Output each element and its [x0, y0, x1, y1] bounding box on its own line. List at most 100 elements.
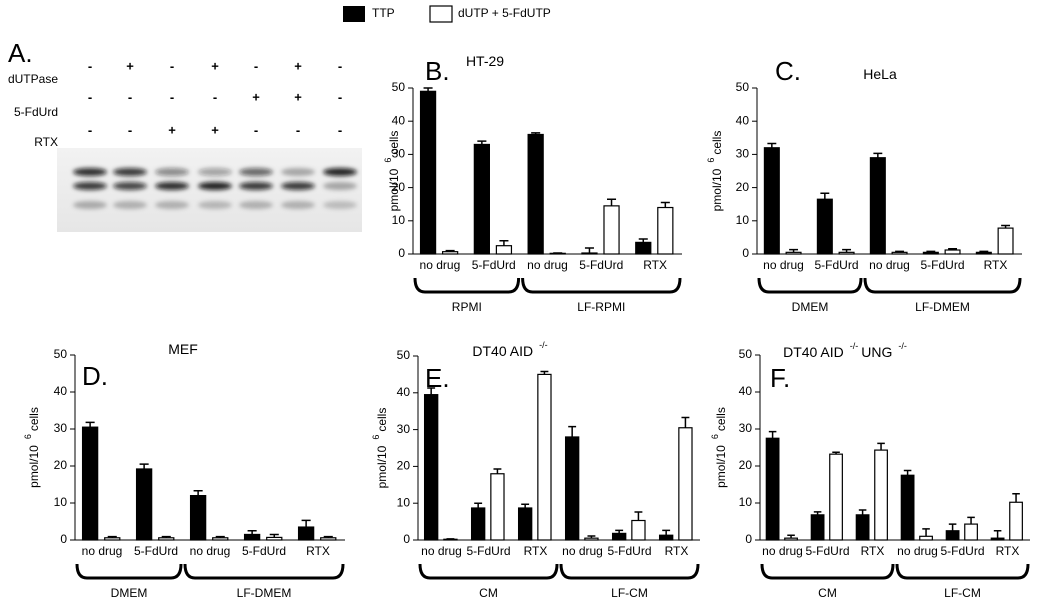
x-tick-label: no drug — [762, 544, 803, 558]
sign: - — [88, 89, 92, 104]
error-bar — [161, 535, 171, 538]
bar — [584, 537, 599, 541]
y-tick-label: 30 — [397, 422, 411, 436]
bar — [763, 147, 780, 255]
bar — [490, 473, 505, 541]
x-tick-label: 5-FdUrd — [579, 258, 623, 272]
error-bar — [967, 516, 975, 525]
bar — [1009, 501, 1023, 541]
y-tick-label: 0 — [745, 532, 752, 546]
y-tick-label: 30 — [392, 147, 406, 161]
bar — [581, 252, 598, 255]
error-bar — [842, 248, 852, 253]
bar — [243, 533, 261, 541]
error-bar — [445, 249, 455, 252]
bar — [975, 251, 992, 255]
error-bar — [269, 533, 279, 538]
y-tick-label: 50 — [54, 347, 68, 361]
bar — [922, 251, 939, 255]
y-axis-label-part: pmol/10 — [375, 445, 389, 488]
chart-title-part: UNG — [861, 344, 892, 360]
error-bar — [895, 250, 905, 253]
error-bar — [903, 469, 912, 476]
error-bar — [858, 509, 867, 515]
panel-letter: C. — [775, 56, 801, 86]
y-tick-label: 40 — [54, 384, 68, 398]
x-tick-label: 5-FdUrd — [920, 258, 964, 272]
bar — [785, 251, 802, 255]
bar — [537, 373, 552, 541]
sign: - — [170, 89, 174, 104]
x-tick-label: no drug — [869, 258, 910, 272]
x-tick-label: no drug — [421, 544, 462, 558]
sign: - — [128, 122, 132, 137]
sign: - — [88, 58, 92, 73]
x-tick-label: 5-FdUrd — [607, 544, 651, 558]
x-tick-label: RTX — [524, 544, 548, 558]
y-axis-label: pmol/10 6 cells — [383, 131, 401, 212]
bar — [212, 537, 229, 541]
group-bracket — [183, 563, 345, 580]
error-bar — [634, 511, 643, 521]
x-tick-label: no drug — [82, 544, 123, 558]
error-bar — [948, 247, 958, 251]
bar — [189, 495, 207, 541]
error-bar — [477, 140, 487, 145]
error-bar — [832, 451, 840, 455]
y-axis-label: pmol/10 6 cells — [371, 408, 389, 489]
x-tick-label: 5-FdUrd — [814, 258, 858, 272]
group-bracket — [521, 277, 682, 294]
group-label: LF-RPMI — [577, 300, 625, 314]
group-label: CM — [818, 586, 837, 600]
bar — [869, 157, 886, 255]
x-tick-label: no drug — [420, 258, 461, 272]
sign: + — [211, 58, 219, 73]
x-tick-label: RTX — [643, 258, 667, 272]
x-tick-label: no drug — [527, 258, 568, 272]
error-bar — [638, 238, 648, 243]
bar — [838, 251, 855, 255]
error-bar — [926, 250, 936, 253]
bar — [320, 537, 337, 541]
error-bar — [85, 421, 95, 428]
bar — [81, 426, 99, 541]
row-label: dUTPase — [8, 72, 58, 86]
bar — [158, 537, 175, 541]
group-label: LF-DMEM — [237, 586, 292, 600]
bar — [470, 507, 486, 541]
group-bracket — [863, 277, 1022, 294]
error-bar — [301, 519, 311, 528]
chart-title-part: -/- — [850, 341, 859, 351]
bar — [441, 251, 459, 255]
bar — [945, 530, 960, 541]
error-bar — [789, 248, 799, 253]
chart-title-part: DT40 AID — [783, 344, 844, 360]
y-tick-label: 10 — [54, 495, 68, 509]
group-bracket — [760, 563, 895, 580]
bar — [419, 90, 437, 255]
sign: - — [254, 58, 258, 73]
error-bar — [427, 387, 436, 395]
error-bar — [493, 468, 502, 474]
y-axis-label-part: pmol/10 — [710, 168, 724, 211]
error-bar — [521, 503, 530, 508]
bar — [964, 523, 978, 541]
y-axis-label-part: 6 — [23, 434, 33, 439]
error-bar — [768, 430, 777, 439]
error-bar — [660, 201, 670, 208]
chart-title-part: HT-29 — [466, 53, 504, 69]
y-tick-label: 0 — [742, 246, 749, 260]
panel-letter: A. — [8, 38, 33, 68]
bar — [919, 535, 933, 541]
error-bar — [531, 132, 541, 135]
y-tick-label: 0 — [403, 532, 410, 546]
y-tick-label: 20 — [392, 180, 406, 194]
x-tick-label: 5-FdUrd — [466, 544, 510, 558]
error-bar — [787, 534, 795, 539]
bar — [611, 532, 627, 541]
error-bar — [499, 239, 509, 246]
error-bar — [873, 152, 883, 158]
y-axis-label-part: pmol/10 — [27, 445, 41, 488]
bar — [495, 245, 513, 255]
